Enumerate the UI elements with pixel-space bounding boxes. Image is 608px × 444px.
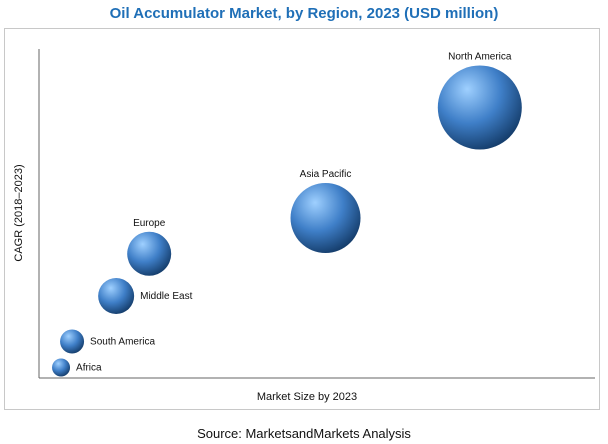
bubble-label-south-america: South America — [90, 337, 155, 348]
bubble-middle-east — [98, 278, 135, 314]
bubble-north-america — [437, 65, 522, 150]
source-note: Source: MarketsandMarkets Analysis — [197, 426, 411, 441]
y-axis-label: CAGR (2018–2023) — [13, 164, 25, 261]
bubble-label-north-america: North America — [448, 52, 512, 63]
bubble-label-middle-east: Middle East — [140, 291, 192, 302]
bubble-chart: Market Size by 2023 CAGR (2018–2023) Nor… — [13, 49, 595, 403]
chart-title: Oil Accumulator Market, by Region, 2023 … — [109, 5, 499, 22]
x-axis-label: Market Size by 2023 — [257, 391, 357, 403]
bubble-europe — [127, 231, 172, 276]
bubble-south-america — [60, 329, 85, 354]
bubble-label-africa: Africa — [76, 363, 102, 374]
plot-frame: Market Size by 2023 CAGR (2018–2023) Nor… — [4, 28, 600, 410]
bubble-africa — [52, 358, 71, 377]
bubble-asia-pacific — [290, 183, 361, 253]
bubble-label-asia-pacific: Asia Pacific — [300, 169, 352, 180]
bubbles-layer: North America Asia Pacific Europe Middle Ea… — [52, 52, 522, 377]
bubble-label-europe: Europe — [133, 218, 166, 229]
